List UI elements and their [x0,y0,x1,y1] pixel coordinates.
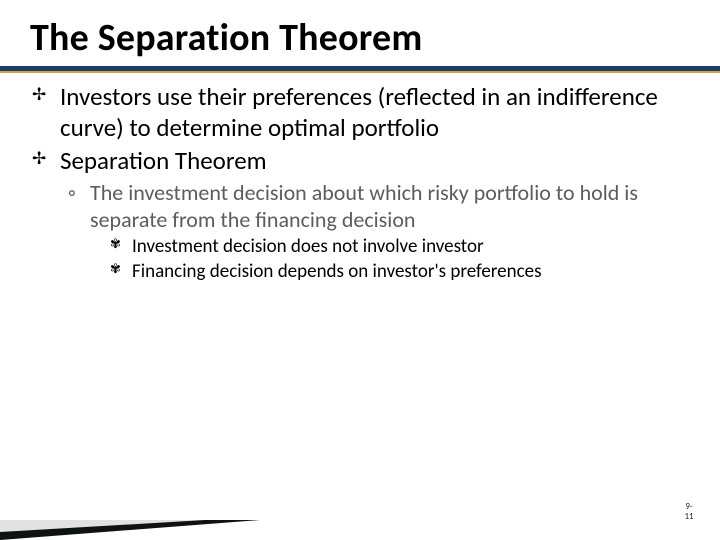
bullet-l3-text: Investment decision does not involve inv… [132,235,484,258]
page-number: 9- 11 [680,502,698,522]
slide-title: The Separation Theorem [30,18,690,60]
bullet-l2-text: The investment decision about which risk… [90,179,638,233]
bullet-l1-item: Investors use their preferences (reflect… [60,81,690,144]
title-underline-gold [0,71,720,73]
bullet-list-level1: Investors use their preferences (reflect… [30,81,690,285]
bullet-l1-item: Separation Theorem The investment decisi… [60,145,690,284]
bullet-l1-text: Investors use their preferences (reflect… [60,81,658,143]
bullet-list-level2: The investment decision about which risk… [60,179,690,285]
bullet-l2-item: The investment decision about which risk… [90,179,690,285]
bottom-decoration [0,480,720,540]
bullet-l3-item: Financing decision depends on investor's… [132,260,690,285]
slide: The Separation Theorem Investors use the… [0,0,720,540]
bullet-l3-item: Investment decision does not involve inv… [132,235,690,260]
bullet-list-level3: Investment decision does not involve inv… [90,235,690,284]
bullet-l3-text: Financing decision depends on investor's… [132,260,542,283]
bullet-l1-text: Separation Theorem [60,145,267,176]
